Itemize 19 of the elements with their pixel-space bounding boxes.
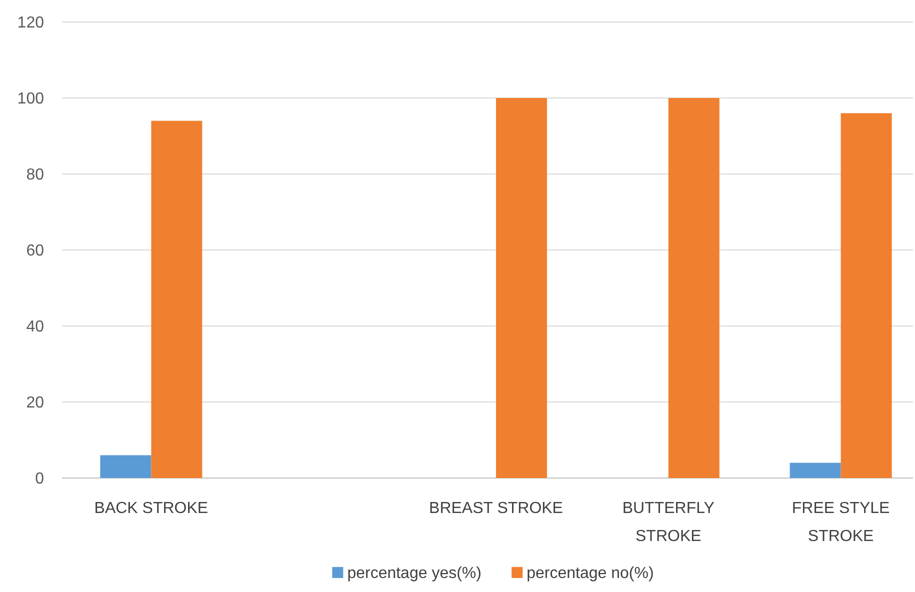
- x-tick-label: BACK STROKE: [94, 500, 208, 517]
- y-tick-label: 80: [26, 166, 44, 184]
- legend-label: percentage yes(%): [347, 565, 482, 582]
- x-tick-label: BREAST STROKE: [429, 500, 563, 517]
- y-tick-label: 20: [26, 394, 44, 412]
- bar: [668, 98, 720, 478]
- y-tick-label: 40: [26, 318, 44, 336]
- bar: [840, 113, 892, 478]
- x-tick-label: FREE STYLE STROKE: [792, 500, 890, 545]
- bar: [790, 462, 841, 478]
- bar: [100, 455, 152, 478]
- legend-label: percentage no(%): [526, 565, 654, 582]
- x-tick-label: BUTTERFLY STROKE: [622, 500, 715, 545]
- y-tick-label: 60: [26, 242, 44, 260]
- bar: [496, 98, 547, 478]
- y-tick-label: 100: [17, 90, 44, 108]
- bar: [151, 120, 202, 478]
- y-tick-label: 120: [17, 14, 44, 32]
- y-tick-label: 0: [35, 470, 44, 488]
